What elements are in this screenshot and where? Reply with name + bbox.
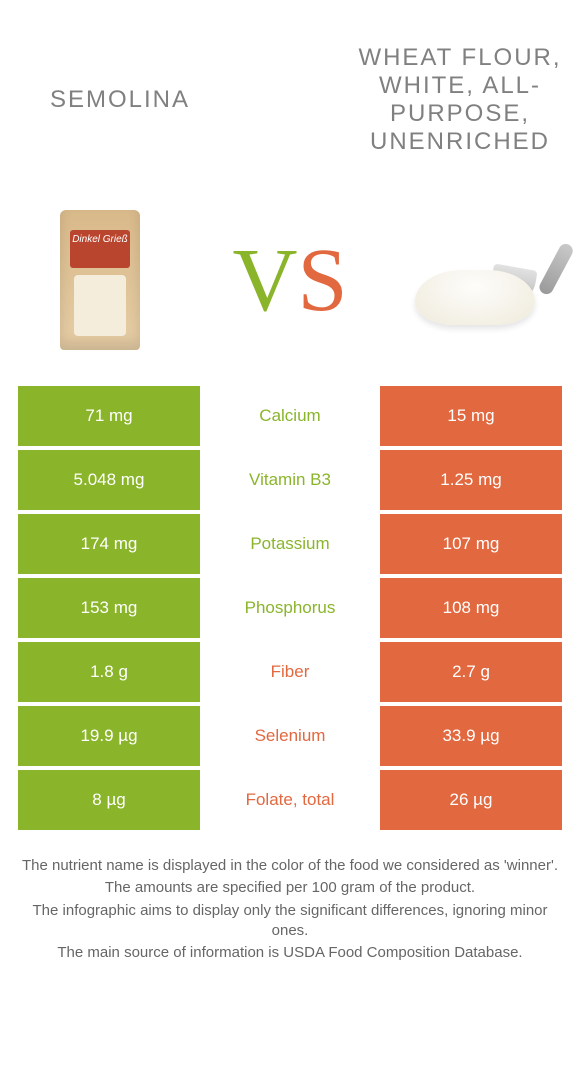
cell-nutrient-label: Fiber: [200, 642, 380, 702]
table-row: 174 mgPotassium107 mg: [18, 514, 562, 574]
scoop-handle-icon: [537, 241, 575, 296]
cell-right-value: 1.25 mg: [380, 450, 562, 510]
vs-label: VS: [232, 229, 347, 332]
cell-nutrient-label: Calcium: [200, 386, 380, 446]
cell-right-value: 2.7 g: [380, 642, 562, 702]
title-left: Semolina: [10, 86, 230, 114]
cell-right-value: 26 µg: [380, 770, 562, 830]
cell-right-value: 33.9 µg: [380, 706, 562, 766]
semolina-bag-icon: Dinkel Grieß: [60, 210, 140, 350]
cell-nutrient-label: Selenium: [200, 706, 380, 766]
vs-v: V: [232, 231, 297, 330]
header-titles: Semolina Wheat flour, white, all-purpose…: [0, 0, 580, 180]
cell-left-value: 8 µg: [18, 770, 200, 830]
cell-right-value: 107 mg: [380, 514, 562, 574]
cell-left-value: 1.8 g: [18, 642, 200, 702]
cell-nutrient-label: Vitamin B3: [200, 450, 380, 510]
cell-left-value: 19.9 µg: [18, 706, 200, 766]
image-left: Dinkel Grieß: [20, 200, 180, 360]
cell-left-value: 71 mg: [18, 386, 200, 446]
cell-nutrient-label: Folate, total: [200, 770, 380, 830]
flour-pile-icon: [415, 270, 535, 325]
images-row: Dinkel Grieß VS: [0, 180, 580, 380]
cell-right-value: 108 mg: [380, 578, 562, 638]
bag-label: Dinkel Grieß: [70, 234, 130, 245]
cell-left-value: 5.048 mg: [18, 450, 200, 510]
table-row: 71 mgCalcium15 mg: [18, 386, 562, 446]
footer-notes: The nutrient name is displayed in the co…: [0, 856, 580, 963]
cell-nutrient-label: Phosphorus: [200, 578, 380, 638]
table-row: 1.8 gFiber2.7 g: [18, 642, 562, 702]
cell-left-value: 174 mg: [18, 514, 200, 574]
table-row: 5.048 mgVitamin B31.25 mg: [18, 450, 562, 510]
vs-s: S: [297, 231, 347, 330]
footer-line: The nutrient name is displayed in the co…: [18, 856, 562, 876]
footer-line: The infographic aims to display only the…: [18, 901, 562, 942]
cell-left-value: 153 mg: [18, 578, 200, 638]
footer-line: The amounts are specified per 100 gram o…: [18, 878, 562, 898]
title-right: Wheat flour, white, all-purpose, unenric…: [350, 44, 570, 156]
table-row: 153 mgPhosphorus108 mg: [18, 578, 562, 638]
footer-line: The main source of information is USDA F…: [18, 943, 562, 963]
table-row: 8 µgFolate, total26 µg: [18, 770, 562, 830]
bag-window: [74, 275, 126, 336]
flour-icon: [405, 235, 555, 325]
nutrient-table: 71 mgCalcium15 mg5.048 mgVitamin B31.25 …: [18, 386, 562, 830]
image-right: [400, 200, 560, 360]
cell-nutrient-label: Potassium: [200, 514, 380, 574]
table-row: 19.9 µgSelenium33.9 µg: [18, 706, 562, 766]
cell-right-value: 15 mg: [380, 386, 562, 446]
